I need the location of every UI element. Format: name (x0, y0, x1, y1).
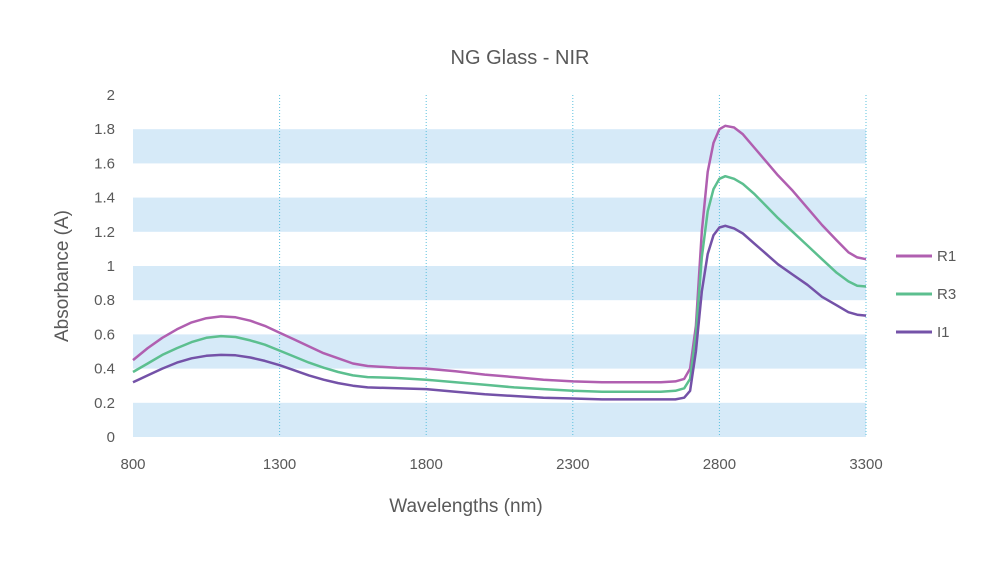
y-tick-label: 0.8 (94, 292, 115, 309)
x-tick-label: 1800 (410, 456, 443, 473)
y-tick-label: 1.4 (94, 190, 115, 207)
x-tick-label: 1300 (263, 456, 296, 473)
x-tick-label: 2800 (703, 456, 736, 473)
x-tick-label: 3300 (849, 456, 882, 473)
background-band (133, 402, 866, 437)
series-line-r3 (132, 174, 867, 393)
y-tick-label: 1.2 (94, 224, 115, 241)
y-tick-label: 0.6 (94, 326, 115, 343)
y-tick-label: 0.4 (94, 361, 115, 378)
legend: R1 R3 I1 (896, 248, 956, 341)
background-band (133, 129, 866, 164)
chart-title: NG Glass - NIR (451, 47, 590, 69)
y-tick-label: 1.6 (94, 155, 115, 172)
y-axis-label: Absorbance (A) (52, 210, 73, 342)
series-line-r1 (132, 124, 867, 384)
background-band (133, 334, 866, 369)
series-lines (132, 124, 867, 401)
legend-label-i1: I1 (937, 324, 950, 341)
y-tick-label: 1.8 (94, 121, 115, 138)
legend-label-r1: R1 (937, 248, 956, 265)
series-line-i1 (132, 224, 867, 401)
background-band (133, 266, 866, 301)
x-tick-label: 800 (120, 456, 145, 473)
x-tick-label: 2300 (556, 456, 589, 473)
y-tick-label: 2 (107, 87, 115, 104)
y-tick-label: 1 (107, 258, 115, 275)
y-tick-label: 0 (107, 429, 115, 446)
x-axis-label: Wavelengths (nm) (389, 496, 542, 517)
background-band (133, 197, 866, 232)
x-axis-ticks: 800 1300 1800 2300 2800 3300 (120, 456, 882, 473)
y-tick-label: 0.2 (94, 395, 115, 412)
vertical-gridlines (279, 95, 867, 437)
y-axis-ticks: 0 0.2 0.4 0.6 0.8 1 1.2 1.4 1.6 1.8 2 (94, 87, 115, 446)
background-bands (133, 129, 866, 437)
legend-label-r3: R3 (937, 286, 956, 303)
